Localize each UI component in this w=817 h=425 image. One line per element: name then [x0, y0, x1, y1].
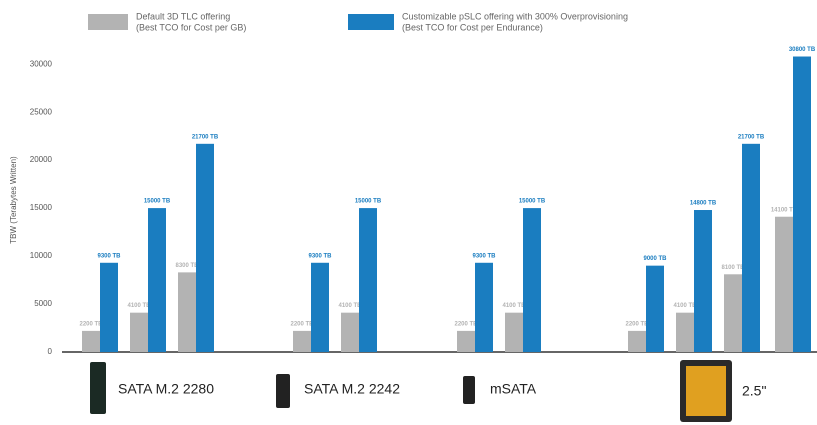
value-label: 21700 TB: [738, 134, 765, 140]
bar: [742, 143, 760, 352]
bar: [100, 262, 118, 352]
bar: [311, 262, 329, 352]
bar: [775, 216, 793, 352]
group-label: SATA M.2 2280: [118, 381, 214, 397]
y-tick-label: 20000: [30, 155, 53, 164]
value-label: 4100 TB: [673, 303, 697, 309]
legend-swatch: [88, 14, 128, 30]
value-label: 4100 TB: [127, 303, 151, 309]
bar: [646, 265, 664, 352]
bar: [82, 330, 100, 352]
value-label: 14100 TB: [771, 207, 798, 213]
value-label: 8100 TB: [721, 265, 745, 271]
legend-subtitle: (Best TCO for Cost per Endurance): [402, 22, 543, 32]
legend-swatch: [348, 14, 394, 30]
bar: [148, 208, 166, 352]
value-label: 2200 TB: [79, 321, 103, 327]
bar: [293, 330, 311, 352]
value-label: 9300 TB: [472, 253, 496, 259]
bar: [694, 210, 712, 352]
value-label: 15000 TB: [519, 199, 546, 205]
bar: [475, 262, 493, 352]
bar: [628, 330, 646, 352]
product-image: [463, 376, 475, 404]
value-label: 9000 TB: [643, 256, 667, 262]
product-image: [276, 374, 290, 408]
bar: [676, 312, 694, 352]
y-tick-label: 25000: [30, 107, 53, 116]
value-label: 2200 TB: [454, 321, 478, 327]
value-label: 15000 TB: [144, 199, 171, 205]
bar: [523, 208, 541, 352]
value-label: 9300 TB: [308, 253, 332, 259]
bar: [178, 272, 196, 352]
value-label: 21700 TB: [192, 134, 219, 140]
bar: [359, 208, 377, 352]
bar: [130, 312, 148, 352]
group-label: mSATA: [490, 381, 537, 397]
bar: [724, 274, 742, 352]
value-label: 2200 TB: [625, 321, 649, 327]
product-image-label: [686, 366, 726, 416]
bar: [341, 312, 359, 352]
legend-subtitle: (Best TCO for Cost per GB): [136, 22, 246, 32]
y-tick-label: 0: [48, 347, 53, 356]
value-label: 14800 TB: [690, 201, 717, 207]
bar: [505, 312, 523, 352]
bar: [793, 56, 811, 352]
value-label: 15000 TB: [355, 199, 382, 205]
y-tick-label: 10000: [30, 251, 53, 260]
value-label: 4100 TB: [338, 303, 362, 309]
bar: [196, 143, 214, 352]
product-image: [90, 362, 106, 414]
y-tick-label: 15000: [30, 203, 53, 212]
legend-label: Customizable pSLC offering with 300% Ove…: [402, 11, 628, 21]
legend-label: Default 3D TLC offering: [136, 11, 230, 21]
y-tick-label: 30000: [30, 59, 53, 68]
bar: [457, 330, 475, 352]
y-tick-label: 5000: [34, 299, 52, 308]
y-axis-label: TBW (Terabytes Written): [9, 156, 18, 244]
group-label: 2.5": [742, 383, 766, 399]
value-label: 8300 TB: [175, 263, 199, 269]
value-label: 30800 TB: [789, 47, 816, 53]
value-label: 2200 TB: [290, 321, 314, 327]
value-label: 4100 TB: [502, 303, 526, 309]
value-label: 9300 TB: [97, 253, 121, 259]
group-label: SATA M.2 2242: [304, 381, 400, 397]
